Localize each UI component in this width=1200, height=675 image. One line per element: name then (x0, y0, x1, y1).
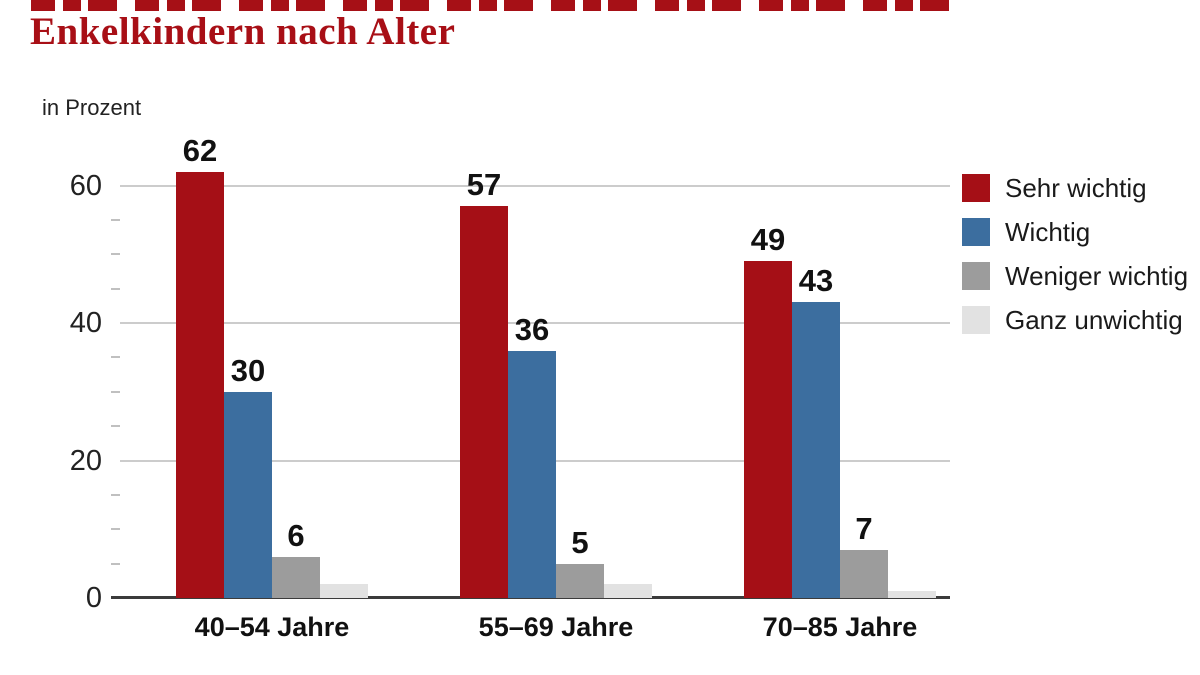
legend-label: Ganz unwichtig (1005, 304, 1183, 335)
y-minor-tick (111, 562, 120, 565)
y-minor-tick (111, 253, 120, 256)
bar-value-label: 62 (182, 132, 218, 168)
bar-wichtig (224, 391, 272, 598)
bar-ganz-unwichtig (888, 591, 936, 598)
legend-item-weniger-wichtig: Weniger wichtig (962, 260, 1189, 291)
legend-swatch (962, 174, 990, 202)
bar-value-label: 43 (798, 263, 834, 299)
bar-value-label: 36 (514, 311, 550, 347)
legend: Sehr wichtig Wichtig Weniger wichtig Ganz u… (962, 172, 1189, 335)
category-label: 70–85 Jahre (762, 612, 918, 642)
y-axis-unit-label: in Prozent (42, 95, 142, 120)
legend-swatch (962, 306, 990, 334)
bar-value-label: 6 (287, 517, 305, 553)
bar-value-label: 49 (750, 222, 786, 258)
bar-wichtig (508, 350, 556, 598)
bar-weniger-wichtig (840, 549, 888, 598)
legend-swatch (962, 262, 990, 290)
clipped-title-line (31, 0, 957, 11)
y-minor-tick (111, 390, 120, 393)
y-minor-tick (111, 493, 120, 496)
bar-group-40-54-jahre: 62 30 6 40–54 Jahre (176, 134, 368, 642)
y-minor-tick (111, 528, 120, 531)
bar-sehr-wichtig (176, 171, 224, 598)
category-label: 55–69 Jahre (478, 612, 634, 642)
y-axis-label-20: 20 (69, 444, 102, 477)
gridline-40 (120, 322, 950, 324)
bar-sehr-wichtig (460, 206, 508, 598)
bar-ganz-unwichtig (604, 584, 652, 598)
legend-label: Sehr wichtig (1005, 172, 1147, 203)
chart-title: Enkelkindern nach Alter (30, 10, 456, 53)
bar-value-label: 57 (466, 167, 502, 203)
category-label: 40–54 Jahre (194, 612, 350, 642)
legend-item-wichtig: Wichtig (962, 216, 1188, 247)
bar-wichtig (792, 302, 840, 598)
bar-value-label: 7 (855, 510, 873, 546)
gridline-60 (120, 184, 950, 187)
bar-group-55-69-jahre: 57 36 5 55–69 Jahre (460, 150, 652, 642)
legend-item-ganz-unwichtig: Ganz unwichtig (962, 304, 1188, 335)
bar-weniger-wichtig (272, 556, 320, 598)
y-minor-tick (111, 287, 120, 290)
bar-value-label: 30 (230, 352, 266, 388)
y-minor-tick (111, 356, 120, 359)
bar-sehr-wichtig (744, 261, 792, 598)
y-axis-label-0: 0 (85, 582, 102, 614)
bar-value-label: 5 (571, 524, 589, 560)
legend-item-sehr-wichtig: Sehr wichtig (962, 172, 1188, 203)
y-axis-label-60: 60 (69, 169, 102, 202)
y-axis-label-40: 40 (69, 307, 102, 339)
bar-ganz-unwichtig (320, 584, 368, 598)
legend-swatch (962, 218, 990, 246)
legend-label: Wichtig (1005, 216, 1091, 247)
plot-area: 0 20 40 60 62 30 6 40–54 Jahre 57 36 5 55–69 Jahre 4… (70, 134, 950, 642)
bar-weniger-wichtig (556, 563, 604, 598)
y-minor-tick (111, 218, 120, 221)
y-minor-tick (111, 425, 120, 428)
bar-group-70-85-jahre: 49 43 7 70–85 Jahre (744, 150, 936, 642)
legend-label: Weniger wichtig (1005, 260, 1189, 291)
